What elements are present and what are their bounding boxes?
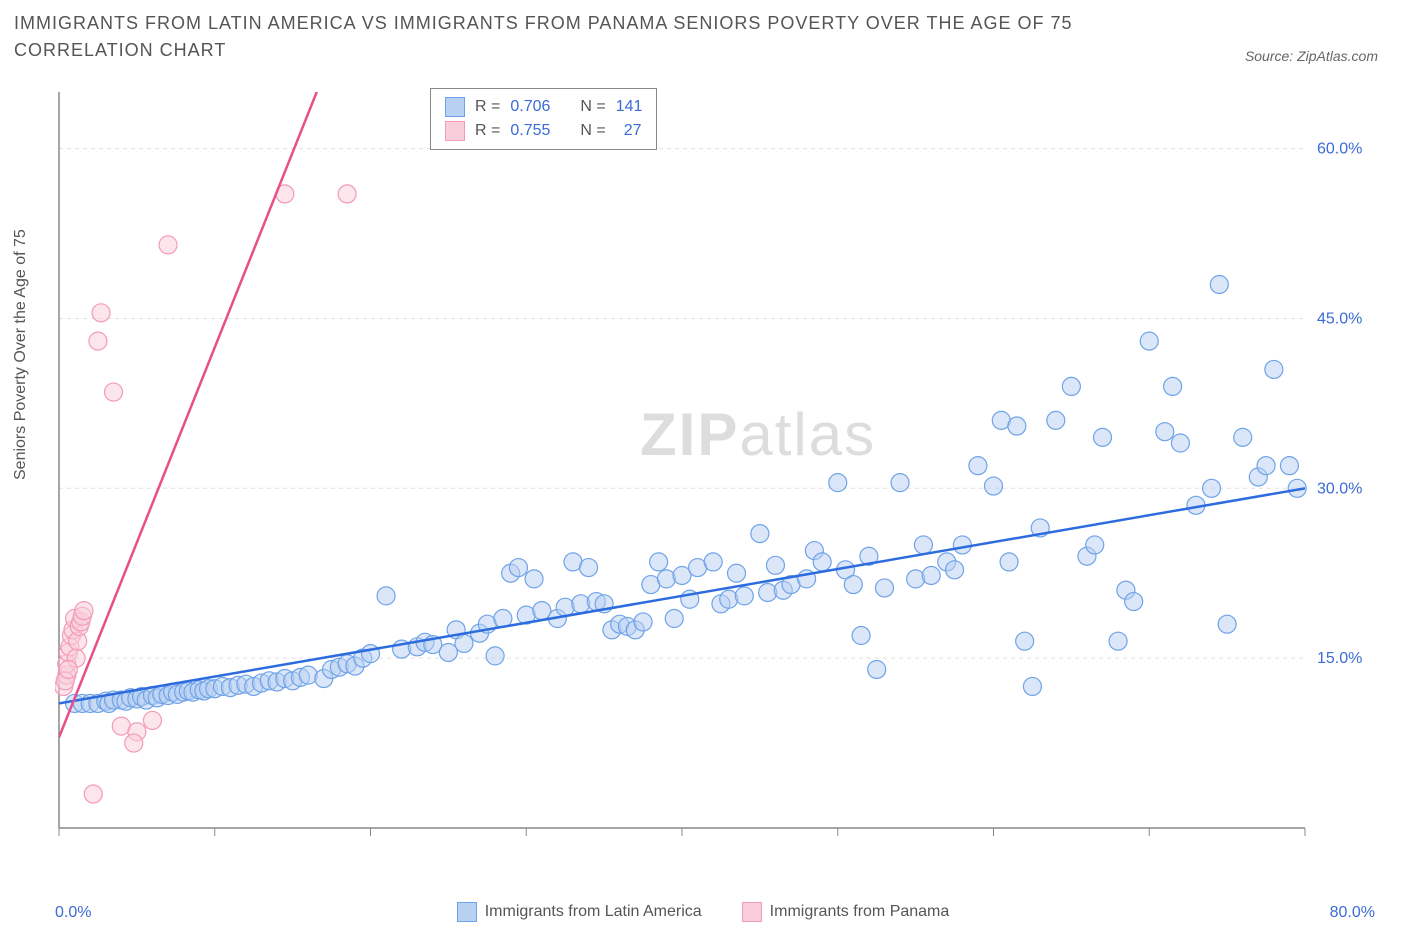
legend-label-0: Immigrants from Latin America: [485, 903, 702, 921]
stats-n-label: N =: [580, 122, 605, 140]
chart-title: IMMIGRANTS FROM LATIN AMERICA VS IMMIGRA…: [14, 10, 1114, 64]
legend-item-1: Immigrants from Panama: [742, 902, 950, 922]
stats-n-value-1: 27: [624, 122, 642, 140]
stats-r-value-0: 0.706: [510, 98, 550, 116]
swatch-pink: [445, 121, 465, 141]
legend-label-1: Immigrants from Panama: [770, 903, 950, 921]
stats-row-1: R = 0.755 N = 27: [445, 119, 642, 143]
legend-swatch-0: [457, 902, 477, 922]
svg-text:45.0%: 45.0%: [1317, 310, 1362, 327]
legend-swatch-1: [742, 902, 762, 922]
stats-r-value-1: 0.755: [510, 122, 550, 140]
legend-item-0: Immigrants from Latin America: [457, 902, 702, 922]
stats-row-0: R = 0.706 N = 141: [445, 95, 642, 119]
svg-text:15.0%: 15.0%: [1317, 650, 1362, 667]
y-axis-label: Seniors Poverty Over the Age of 75: [12, 229, 30, 480]
swatch-blue: [445, 97, 465, 117]
stats-legend-box: R = 0.706 N = 141 R = 0.755 N = 27: [430, 88, 657, 150]
scatter-chart: 15.0% 30.0% 45.0% 60.0%: [55, 88, 1375, 858]
bottom-legend: Immigrants from Latin America Immigrants…: [0, 902, 1406, 922]
stats-n-value-0: 141: [616, 98, 643, 116]
svg-text:60.0%: 60.0%: [1317, 141, 1362, 158]
source-text: Source: ZipAtlas.com: [1245, 48, 1378, 64]
stats-r-label: R =: [475, 98, 500, 116]
stats-r-label: R =: [475, 122, 500, 140]
stats-n-label: N =: [580, 98, 605, 116]
svg-text:30.0%: 30.0%: [1317, 480, 1362, 497]
